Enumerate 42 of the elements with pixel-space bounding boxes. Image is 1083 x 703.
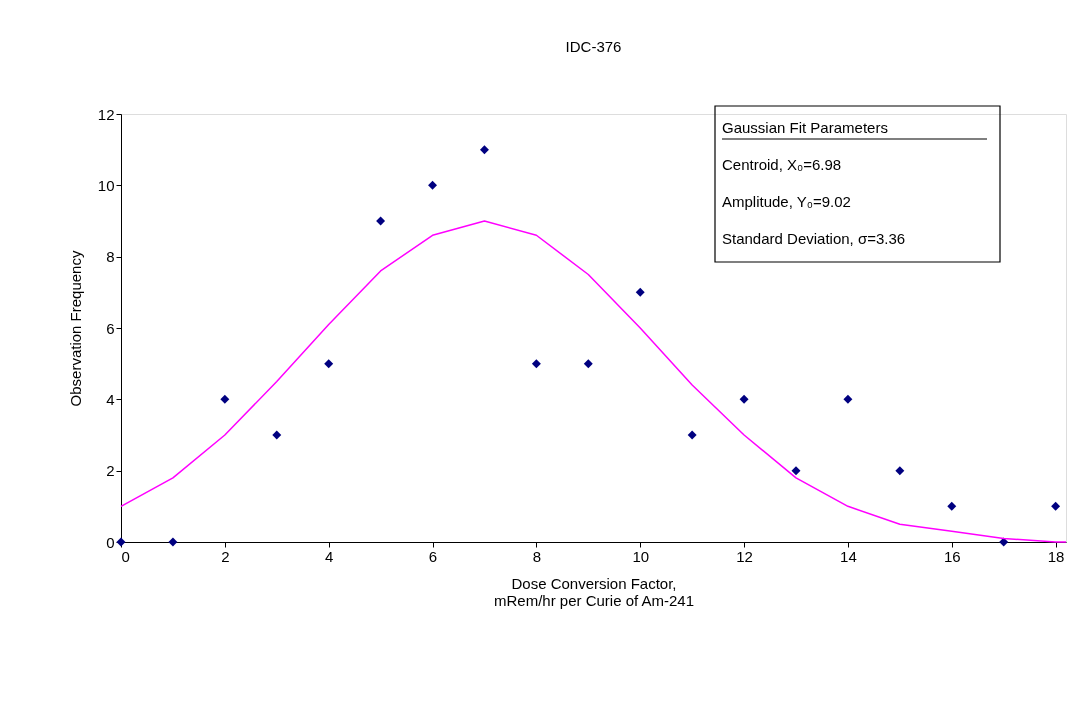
point: [947, 501, 957, 511]
point: [895, 466, 905, 476]
chart-title: IDC-376: [565, 38, 622, 56]
x-tick-label: 16: [943, 547, 961, 565]
y-tick-label: 4: [106, 390, 115, 408]
x-tick-label: 12: [736, 547, 753, 565]
y-tick-label: 2: [106, 462, 115, 480]
point: [635, 287, 645, 297]
point: [376, 216, 386, 226]
point: [220, 394, 230, 404]
y-tick-label: 0: [106, 533, 115, 551]
x-tick-label: 4: [325, 547, 334, 565]
annotation: Standard Deviation, σ=3.36: [722, 230, 906, 247]
point: [272, 430, 282, 440]
y-tick-label: 12: [97, 105, 115, 123]
y-axis-title: Observation Frequency: [66, 250, 84, 407]
y-tick-label: 8: [106, 248, 115, 266]
point: [843, 394, 853, 404]
x-tick-label: 2: [221, 547, 230, 565]
annotation: Amplitude, Y₀=9.02: [722, 193, 851, 210]
annotation: Centroid, X₀=6.98: [722, 156, 842, 173]
point: [739, 394, 749, 404]
point: [479, 145, 489, 155]
point: [428, 180, 438, 190]
x-axis-title: Dose Conversion Factor, mRem/hr per Curie of Am-241: [493, 574, 695, 609]
x-tick-label: 0: [121, 547, 130, 565]
point: [324, 359, 334, 369]
x-tick-label: 6: [428, 547, 438, 565]
point: [999, 537, 1009, 547]
y-tick-label: 10: [97, 176, 115, 194]
point: [687, 430, 697, 440]
y-tick-label: 6: [106, 319, 115, 337]
x-tick-label: 10: [632, 547, 650, 565]
annotation: Gaussian Fit Parameters: [722, 119, 888, 136]
x-tick-label: 14: [840, 547, 857, 565]
x-tick-label: 18: [1047, 547, 1065, 565]
point: [583, 359, 593, 369]
point: [791, 466, 801, 476]
point: [1051, 501, 1061, 511]
point: [168, 537, 178, 547]
x-tick-label: 8: [532, 547, 542, 565]
point: [531, 359, 541, 369]
